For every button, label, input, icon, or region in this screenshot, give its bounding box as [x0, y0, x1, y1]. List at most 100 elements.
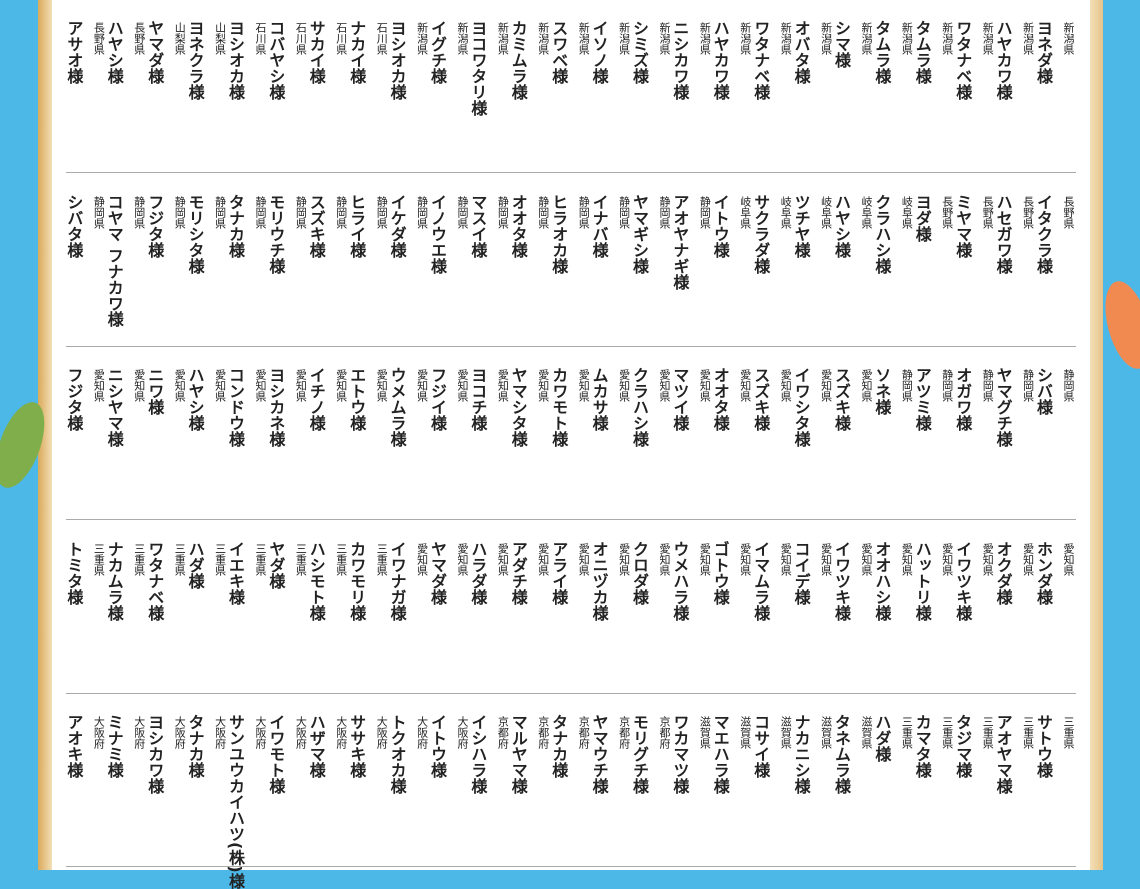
- prefecture: 愛知県: [698, 542, 712, 576]
- honorific: 様: [306, 68, 326, 84]
- name-text: カワモリ: [347, 540, 367, 605]
- recipient-name: ハシモト様: [307, 541, 331, 621]
- honorific: 様: [670, 273, 690, 290]
- honorific: 様: [347, 762, 367, 778]
- prefecture: 静岡県: [254, 195, 267, 229]
- recipient-name: フジイ様: [428, 367, 452, 431]
- name-text: サンユウカイハツ(株): [226, 714, 245, 873]
- name-text: オニヅカ: [589, 540, 609, 605]
- prefecture: 大阪府: [173, 716, 187, 749]
- recipient-name: アライ様: [549, 541, 573, 605]
- honorific: 様: [710, 84, 730, 100]
- honorific: 様: [549, 588, 569, 605]
- honorific: 様: [589, 241, 609, 258]
- recipient-name: ヨシカワ様: [145, 714, 169, 794]
- honorific: 様: [145, 241, 165, 258]
- prefecture: 大阪府: [415, 716, 429, 749]
- recipient-name: アオヤナギ様: [670, 194, 694, 290]
- prefecture: 大阪府: [132, 716, 146, 749]
- recipient-name: スワベ様: [549, 20, 573, 84]
- recipient-name: コンドウ様: [226, 367, 250, 447]
- prefecture: 滋賀県: [779, 716, 793, 749]
- recipient-name: ニシヤマ様: [105, 367, 129, 447]
- honorific: 様: [670, 604, 690, 621]
- honorific: 様: [953, 415, 973, 431]
- prefecture: 新潟県: [658, 22, 671, 55]
- recipient-name: カワモト様: [549, 367, 573, 447]
- honorific: 様: [266, 84, 286, 100]
- name-text: イソノ: [589, 20, 609, 68]
- name-text: マエハラ: [710, 714, 730, 778]
- honorific: 様: [508, 84, 528, 100]
- name-text: シマ: [832, 20, 851, 52]
- honorific: 様: [791, 431, 811, 447]
- honorific: 様: [791, 778, 811, 794]
- recipient-name: ウメムラ様: [388, 367, 412, 447]
- name-text: サカイ: [306, 20, 326, 68]
- name-text: ウメムラ: [387, 367, 407, 431]
- honorific: 様: [1034, 588, 1053, 605]
- name-text: ヨシオカ: [226, 20, 245, 84]
- recipient-name: カワモリ様: [347, 541, 371, 621]
- honorific: 様: [226, 431, 245, 447]
- row-divider: [66, 866, 1076, 867]
- name-text: フジタ: [64, 367, 84, 415]
- frame-right: [1090, 0, 1103, 870]
- name-text: シバ: [1034, 367, 1053, 399]
- recipient-name: ワカマツ様: [670, 714, 694, 794]
- name-text: オクダ: [993, 540, 1013, 589]
- name-text: マツイ: [670, 367, 690, 415]
- recipient-name: クラハシ様: [872, 194, 896, 274]
- name-text: ゴトウ: [710, 540, 730, 589]
- prefecture: 静岡県: [294, 195, 308, 229]
- name-text: アダチ: [508, 540, 528, 589]
- recipient-name: サンユウカイハツ(株)様: [226, 714, 250, 889]
- honorific: 様: [710, 778, 730, 794]
- name-text: イエキ: [226, 540, 245, 589]
- honorific: 様: [549, 762, 569, 778]
- prefecture: 静岡県: [456, 195, 469, 229]
- honorific: 様: [508, 588, 528, 605]
- prefecture: 新潟県: [577, 22, 591, 55]
- recipient-name: アツミ様: [913, 367, 937, 431]
- name-text: モリシタ: [185, 193, 205, 258]
- recipient-name: スズキ様: [832, 367, 856, 431]
- prefecture: 静岡県: [496, 195, 510, 229]
- name-text: トクオカ: [387, 714, 407, 778]
- prefecture: 石川県: [254, 22, 267, 55]
- recipient-name: クラハシ様: [630, 367, 654, 447]
- prefecture: 静岡県: [334, 195, 348, 229]
- honorific: 様: [872, 604, 892, 621]
- honorific: 様: [912, 68, 932, 84]
- recipient-name: シミズ様: [630, 20, 654, 84]
- honorific: 様: [751, 257, 771, 274]
- prefecture: 新潟県: [698, 22, 712, 55]
- recipient-name: オオタ様: [711, 367, 735, 431]
- prefecture: 三重県: [940, 716, 954, 749]
- name-text: ハダ: [185, 540, 205, 573]
- name-text: コサイ: [751, 714, 771, 762]
- honorific: 様: [185, 84, 205, 100]
- prefecture: 静岡県: [173, 195, 187, 229]
- recipient-name: モリシタ様: [186, 194, 210, 274]
- prefecture: 岐阜県: [900, 195, 914, 229]
- honorific: 様: [832, 604, 851, 621]
- prefecture: 三重県: [1021, 716, 1035, 749]
- prefecture: 滋賀県: [738, 716, 752, 749]
- name-text: ワタナベ: [751, 20, 771, 84]
- recipient-name: ヨコチ様: [468, 367, 492, 431]
- name-text: ニシヤマ: [104, 367, 124, 431]
- honorific: 様: [145, 604, 165, 621]
- recipient-name: フジタ様: [145, 194, 169, 258]
- prefecture: 愛知県: [132, 369, 146, 402]
- recipient-name: ヨコワタリ様: [468, 20, 492, 116]
- prefecture: 長野県: [92, 22, 106, 55]
- name-text: アライ: [549, 540, 569, 589]
- honorific: 様: [185, 257, 205, 274]
- recipient-name: アサオ様: [64, 20, 88, 84]
- prefecture: 愛知県: [617, 542, 631, 576]
- name-text: アサオ: [64, 20, 84, 68]
- recipient-name: ワタナベ様: [751, 20, 775, 100]
- name-text: スズキ: [306, 193, 326, 242]
- honorific: 様: [872, 746, 892, 762]
